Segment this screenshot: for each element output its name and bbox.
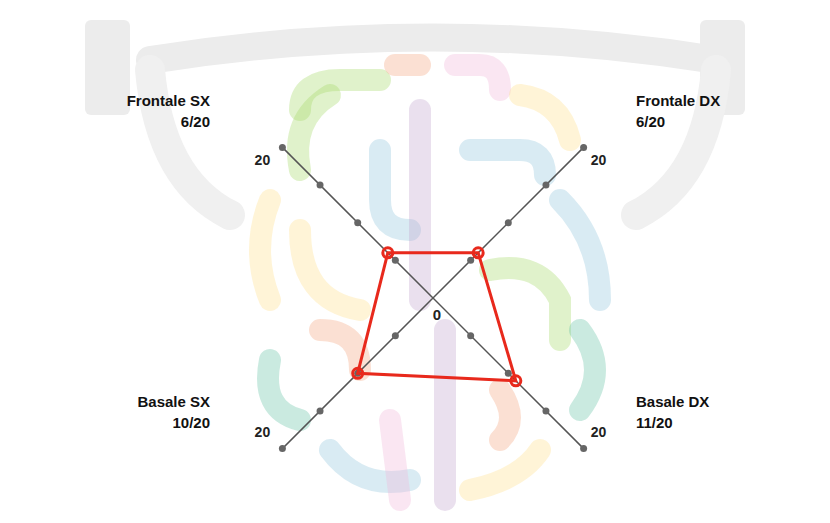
svg-text:6/20: 6/20 <box>636 113 665 130</box>
svg-text:10/20: 10/20 <box>172 414 210 431</box>
svg-text:20: 20 <box>255 152 271 168</box>
svg-text:Basale DX: Basale DX <box>636 393 709 410</box>
svg-text:0: 0 <box>433 306 441 323</box>
svg-text:20: 20 <box>255 424 271 440</box>
svg-text:Basale SX: Basale SX <box>137 393 210 410</box>
svg-text:Frontale SX: Frontale SX <box>127 92 210 109</box>
svg-text:6/20: 6/20 <box>181 113 210 130</box>
svg-text:Frontale DX: Frontale DX <box>636 92 720 109</box>
svg-text:20: 20 <box>591 152 607 168</box>
svg-text:20: 20 <box>591 424 607 440</box>
svg-text:11/20: 11/20 <box>636 414 673 431</box>
